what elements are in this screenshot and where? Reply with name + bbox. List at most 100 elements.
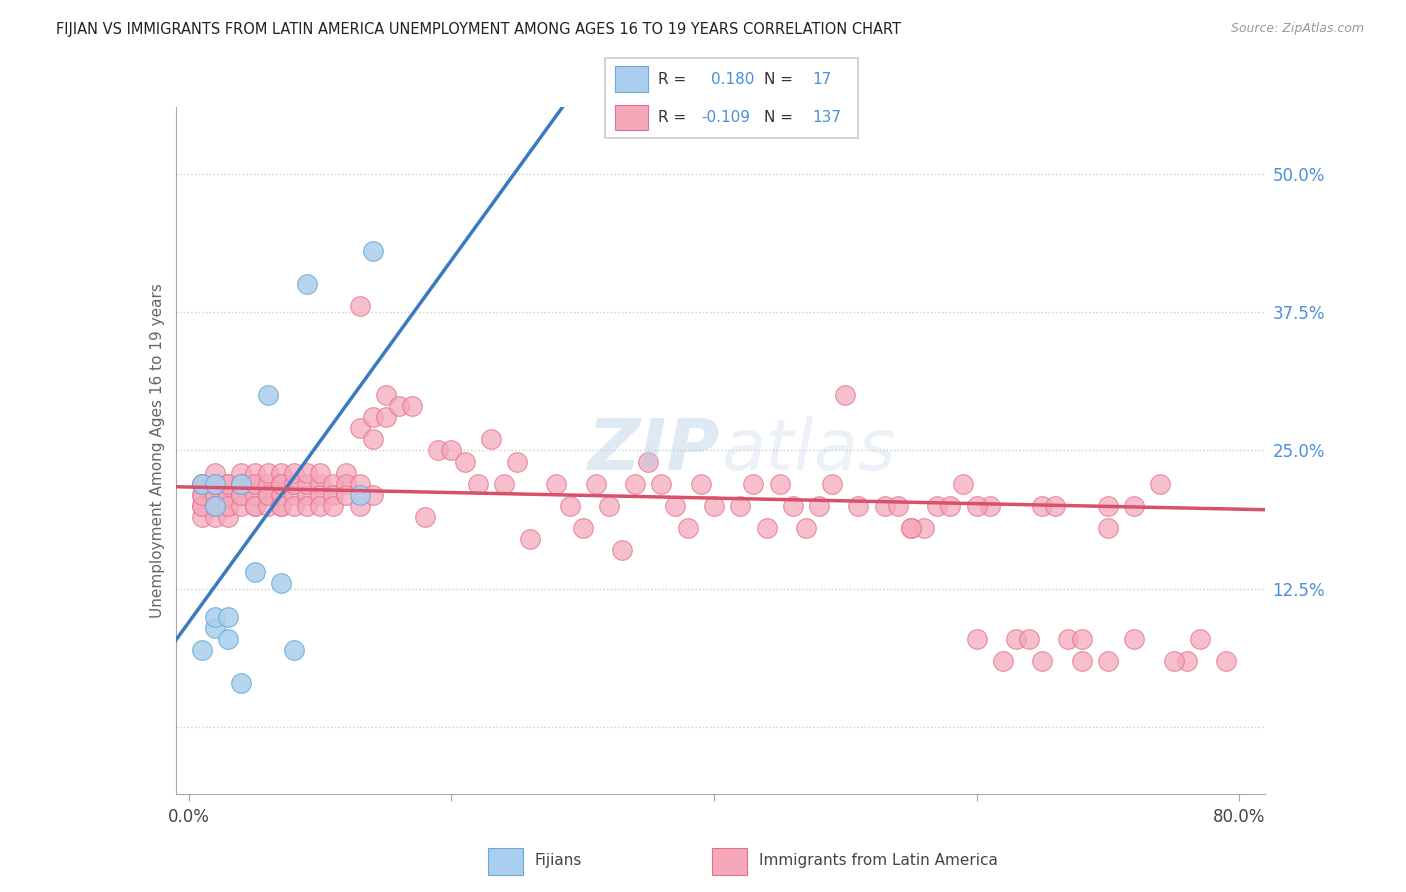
FancyBboxPatch shape [711, 848, 748, 875]
Point [204, 621, 226, 635]
Text: R =: R = [658, 110, 690, 125]
Point [361, 410, 384, 425]
Point [270, 476, 292, 491]
Point [191, 476, 214, 491]
Point [742, 476, 765, 491]
Point [1097, 499, 1119, 513]
Text: Immigrants from Latin America: Immigrants from Latin America [759, 854, 998, 868]
FancyBboxPatch shape [488, 848, 523, 875]
Point [1175, 654, 1198, 668]
Point [270, 488, 292, 502]
Point [322, 476, 344, 491]
Point [1123, 632, 1146, 646]
Point [900, 521, 922, 535]
Point [755, 521, 778, 535]
Point [349, 499, 371, 513]
Point [243, 476, 266, 491]
Point [558, 499, 581, 513]
Point [270, 466, 292, 480]
Point [204, 499, 226, 513]
Text: -0.109: -0.109 [700, 110, 749, 125]
Point [295, 277, 318, 292]
Point [243, 499, 266, 513]
Point [309, 499, 332, 513]
Point [1123, 499, 1146, 513]
Point [388, 399, 411, 413]
Point [295, 476, 318, 491]
Point [283, 488, 305, 502]
Text: ZIP: ZIP [588, 416, 721, 485]
Point [243, 499, 266, 513]
Point [571, 521, 593, 535]
Point [361, 244, 384, 258]
Point [204, 476, 226, 491]
Point [243, 476, 266, 491]
Point [1005, 632, 1028, 646]
Point [231, 476, 253, 491]
Point [1031, 654, 1053, 668]
Point [1188, 632, 1211, 646]
Point [769, 476, 792, 491]
Point [782, 499, 804, 513]
Point [270, 499, 292, 513]
Point [703, 499, 725, 513]
Point [191, 643, 214, 657]
Point [361, 433, 384, 447]
Point [309, 466, 332, 480]
Point [966, 632, 988, 646]
Text: Source: ZipAtlas.com: Source: ZipAtlas.com [1230, 22, 1364, 36]
Point [1097, 521, 1119, 535]
Point [519, 532, 541, 546]
Point [231, 466, 253, 480]
Point [231, 676, 253, 690]
Point [256, 388, 278, 402]
Point [834, 388, 856, 402]
Point [204, 499, 226, 513]
Point [335, 488, 357, 502]
Point [506, 454, 529, 468]
Point [231, 488, 253, 502]
Point [191, 510, 214, 524]
Point [873, 499, 896, 513]
Point [191, 476, 214, 491]
Point [927, 499, 949, 513]
Point [191, 476, 214, 491]
Point [808, 499, 831, 513]
Text: atlas: atlas [721, 416, 896, 485]
Point [598, 499, 620, 513]
Point [295, 488, 318, 502]
Point [309, 488, 332, 502]
Point [283, 643, 305, 657]
Point [256, 499, 278, 513]
Point [1149, 476, 1171, 491]
Point [283, 466, 305, 480]
Text: 0.180: 0.180 [711, 72, 754, 87]
Point [204, 499, 226, 513]
Point [1097, 654, 1119, 668]
Point [335, 476, 357, 491]
Point [191, 499, 214, 513]
Point [349, 300, 371, 314]
Point [637, 454, 659, 468]
Text: 17: 17 [813, 72, 831, 87]
Point [361, 488, 384, 502]
Point [401, 399, 423, 413]
Point [256, 488, 278, 502]
Point [585, 476, 607, 491]
Point [270, 476, 292, 491]
Point [952, 476, 974, 491]
Point [295, 466, 318, 480]
Point [256, 476, 278, 491]
Point [991, 654, 1014, 668]
Point [256, 466, 278, 480]
Point [821, 476, 844, 491]
Point [191, 488, 214, 502]
Point [231, 476, 253, 491]
Point [650, 476, 672, 491]
Point [217, 476, 239, 491]
Point [1070, 632, 1092, 646]
Point [479, 433, 502, 447]
Point [1070, 654, 1092, 668]
Point [1163, 654, 1185, 668]
Point [217, 488, 239, 502]
